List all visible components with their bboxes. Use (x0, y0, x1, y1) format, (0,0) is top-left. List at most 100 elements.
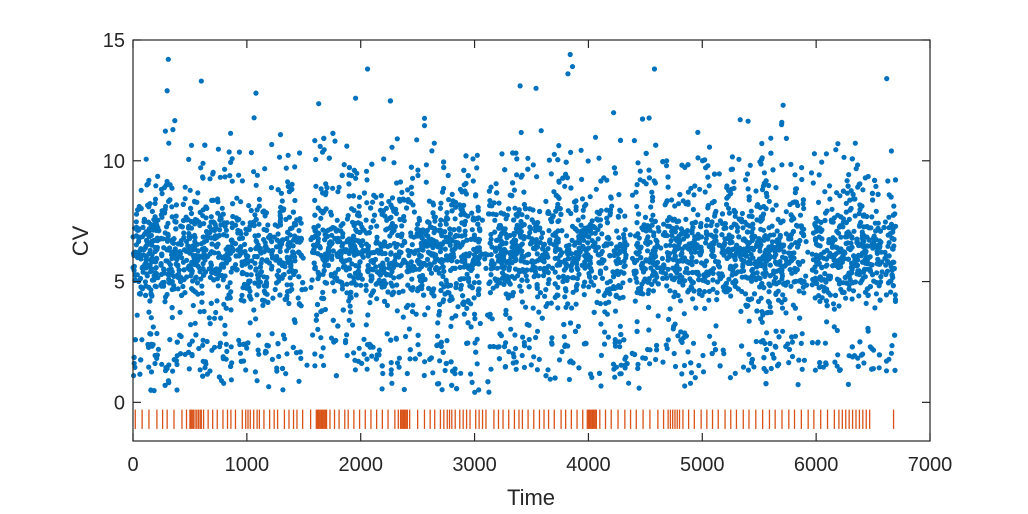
cv-point (207, 224, 213, 230)
cv-point (838, 256, 844, 262)
cv-point (549, 219, 555, 225)
cv-point (399, 223, 405, 229)
cv-point (721, 225, 727, 232)
cv-point (618, 331, 624, 338)
cv-point (350, 322, 356, 328)
cv-point (244, 253, 250, 259)
cv-point (217, 253, 223, 259)
cv-point (854, 238, 860, 244)
cv-point (671, 294, 677, 300)
cv-point (149, 277, 155, 283)
cv-point (537, 290, 544, 296)
cv-point (719, 211, 726, 217)
cv-point (458, 212, 464, 218)
cv-point (568, 210, 574, 217)
cv-point (885, 280, 892, 286)
cv-point (736, 234, 742, 240)
cv-point (790, 228, 797, 235)
cv-point (153, 183, 159, 189)
cv-point-outlier (651, 66, 658, 72)
cv-point (568, 267, 575, 273)
cv-point (393, 210, 399, 217)
cv-point (166, 280, 173, 286)
cv-point (180, 217, 186, 224)
cv-point (878, 249, 884, 255)
cv-point (415, 231, 421, 238)
cv-point (773, 291, 779, 297)
cv-point (612, 340, 618, 346)
cv-point (844, 178, 850, 184)
cv-point (254, 172, 260, 178)
cv-point (663, 163, 670, 169)
cv-point (268, 266, 275, 272)
cv-point (254, 254, 260, 260)
cv-point (439, 233, 445, 239)
cv-point (672, 254, 678, 260)
cv-point (277, 132, 284, 138)
cv-point (366, 230, 372, 236)
cv-point (783, 231, 789, 237)
cv-point (511, 217, 517, 223)
cv-point (652, 180, 659, 186)
cv-point (351, 223, 357, 229)
cv-point (553, 243, 559, 250)
cv-point (794, 267, 800, 273)
cv-point (429, 148, 435, 154)
cv-point (174, 256, 180, 263)
cv-point (222, 174, 228, 180)
cv-point (346, 236, 352, 242)
cv-point (687, 245, 694, 251)
cv-point (823, 263, 829, 269)
cv-point (708, 232, 714, 238)
cv-point (889, 272, 895, 278)
cv-point (350, 193, 356, 199)
cv-point (394, 360, 401, 366)
cv-point (524, 278, 530, 284)
cv-point (416, 217, 423, 223)
cv-point (796, 288, 802, 294)
cv-point (604, 215, 610, 221)
cv-point (390, 265, 396, 271)
cv-point (767, 304, 773, 310)
cv-point (711, 198, 717, 205)
cv-point (690, 296, 696, 302)
cv-point (522, 259, 528, 265)
cv-point (603, 265, 609, 271)
cv-point (511, 230, 517, 236)
cv-point (624, 361, 630, 367)
cv-point (701, 289, 708, 295)
cv-point (148, 315, 154, 321)
cv-point (615, 213, 621, 219)
cv-point-outlier (517, 83, 523, 89)
cv-point (545, 367, 551, 373)
cv-point (709, 219, 715, 225)
cv-point (535, 294, 541, 300)
cv-point (650, 255, 656, 261)
cv-point (225, 255, 231, 261)
cv-point (179, 276, 185, 282)
cv-point (713, 233, 719, 240)
cv-point (469, 285, 475, 291)
cv-point (458, 282, 464, 288)
cv-point (378, 193, 384, 199)
cv-point (863, 300, 869, 306)
cv-point (415, 172, 421, 179)
cv-point (256, 283, 262, 289)
cv-point (423, 162, 429, 168)
cv-point (773, 185, 779, 191)
cv-point (737, 117, 743, 123)
cv-point (654, 238, 660, 245)
cv-point (321, 135, 327, 141)
cv-point (676, 201, 682, 207)
cv-point (551, 189, 557, 195)
cv-point (664, 158, 670, 164)
cv-point (822, 210, 829, 216)
cv-point (603, 241, 609, 247)
cv-point (134, 312, 140, 318)
cv-point (649, 189, 655, 195)
cv-point (616, 283, 622, 289)
cv-point (346, 193, 352, 199)
cv-point (228, 307, 234, 313)
cv-point (422, 359, 428, 365)
cv-point (741, 247, 747, 253)
